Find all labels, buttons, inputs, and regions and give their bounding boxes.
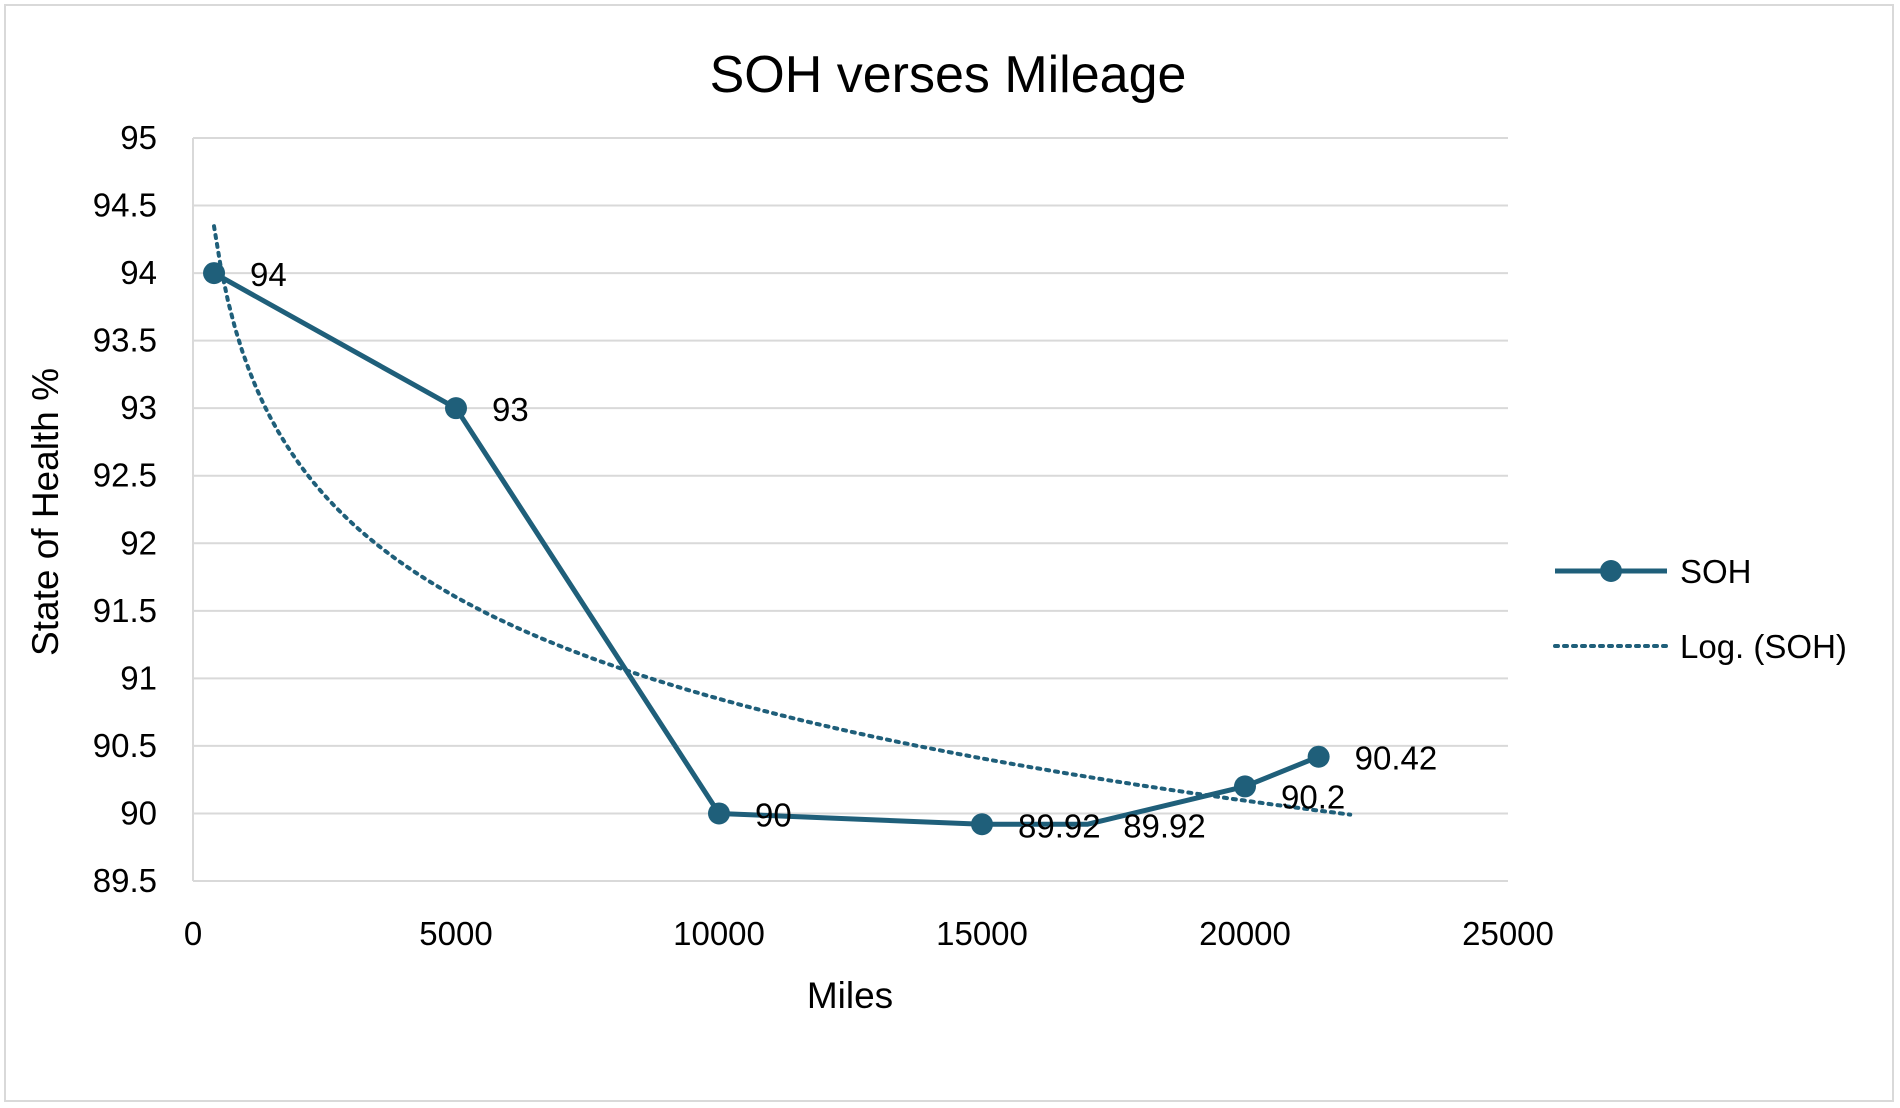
legend-soh-label: SOH [1680,553,1752,590]
soh-data-label: 89.92 [1018,807,1101,844]
y-tick-label: 92 [120,524,157,561]
grid-lines [192,137,1508,882]
soh-data-label: 89.92 [1123,807,1206,844]
soh-point-marker [203,262,226,285]
soh-data-label: 90.2 [1281,778,1345,815]
y-tick-label: 93 [120,389,157,426]
chart-title: SOH verses Mileage [710,46,1187,104]
y-tick-label: 95 [120,119,157,156]
x-tick-label: 20000 [1199,915,1291,952]
soh-point-marker [1307,745,1330,768]
y-tick-label: 91.5 [93,592,157,629]
soh-data-label: 93 [492,391,529,428]
y-tick-label: 93.5 [93,322,157,359]
x-tick-labels: 0 5000 10000 15000 20000 25000 [184,915,1554,952]
y-tick-label: 89.5 [93,862,157,899]
legend-log-label: Log. (SOH) [1680,628,1847,665]
y-tick-label: 90 [120,794,157,831]
log-trendline [212,224,1353,817]
legend: SOH Log. (SOH) [1553,553,1847,665]
trendline-layer [212,224,1353,817]
y-tick-label: 91 [120,659,157,696]
x-tick-label: 15000 [936,915,1028,952]
series-layer [203,262,1330,836]
soh-data-label: 90.42 [1355,740,1438,777]
x-tick-label: 5000 [419,915,492,952]
soh-data-label: 90 [755,796,792,833]
soh-point-marker [1234,775,1256,798]
x-tick-label: 25000 [1462,915,1554,952]
y-axis-title: State of Health % [25,368,66,656]
soh-point-marker [708,802,730,825]
y-tick-label: 90.5 [93,727,157,764]
x-tick-label: 10000 [673,915,765,952]
soh-point-marker [971,813,993,836]
y-tick-label: 94 [120,254,157,291]
data-labels: 94 93 90 89.92 89.92 90.2 90.42 [250,256,1437,844]
x-axis-title: Miles [807,975,893,1016]
chart-frame [4,4,1894,1102]
x-tick-label: 0 [184,915,202,952]
soh-point-marker [445,397,467,420]
y-tick-labels: 95 94.5 94 93.5 93 92.5 92 91.5 91 90.5 90 89.5 [93,119,157,899]
y-tick-label: 94.5 [93,187,157,224]
legend-soh-marker [1600,560,1622,582]
y-tick-label: 92.5 [93,457,157,494]
soh-data-label: 94 [250,256,287,293]
